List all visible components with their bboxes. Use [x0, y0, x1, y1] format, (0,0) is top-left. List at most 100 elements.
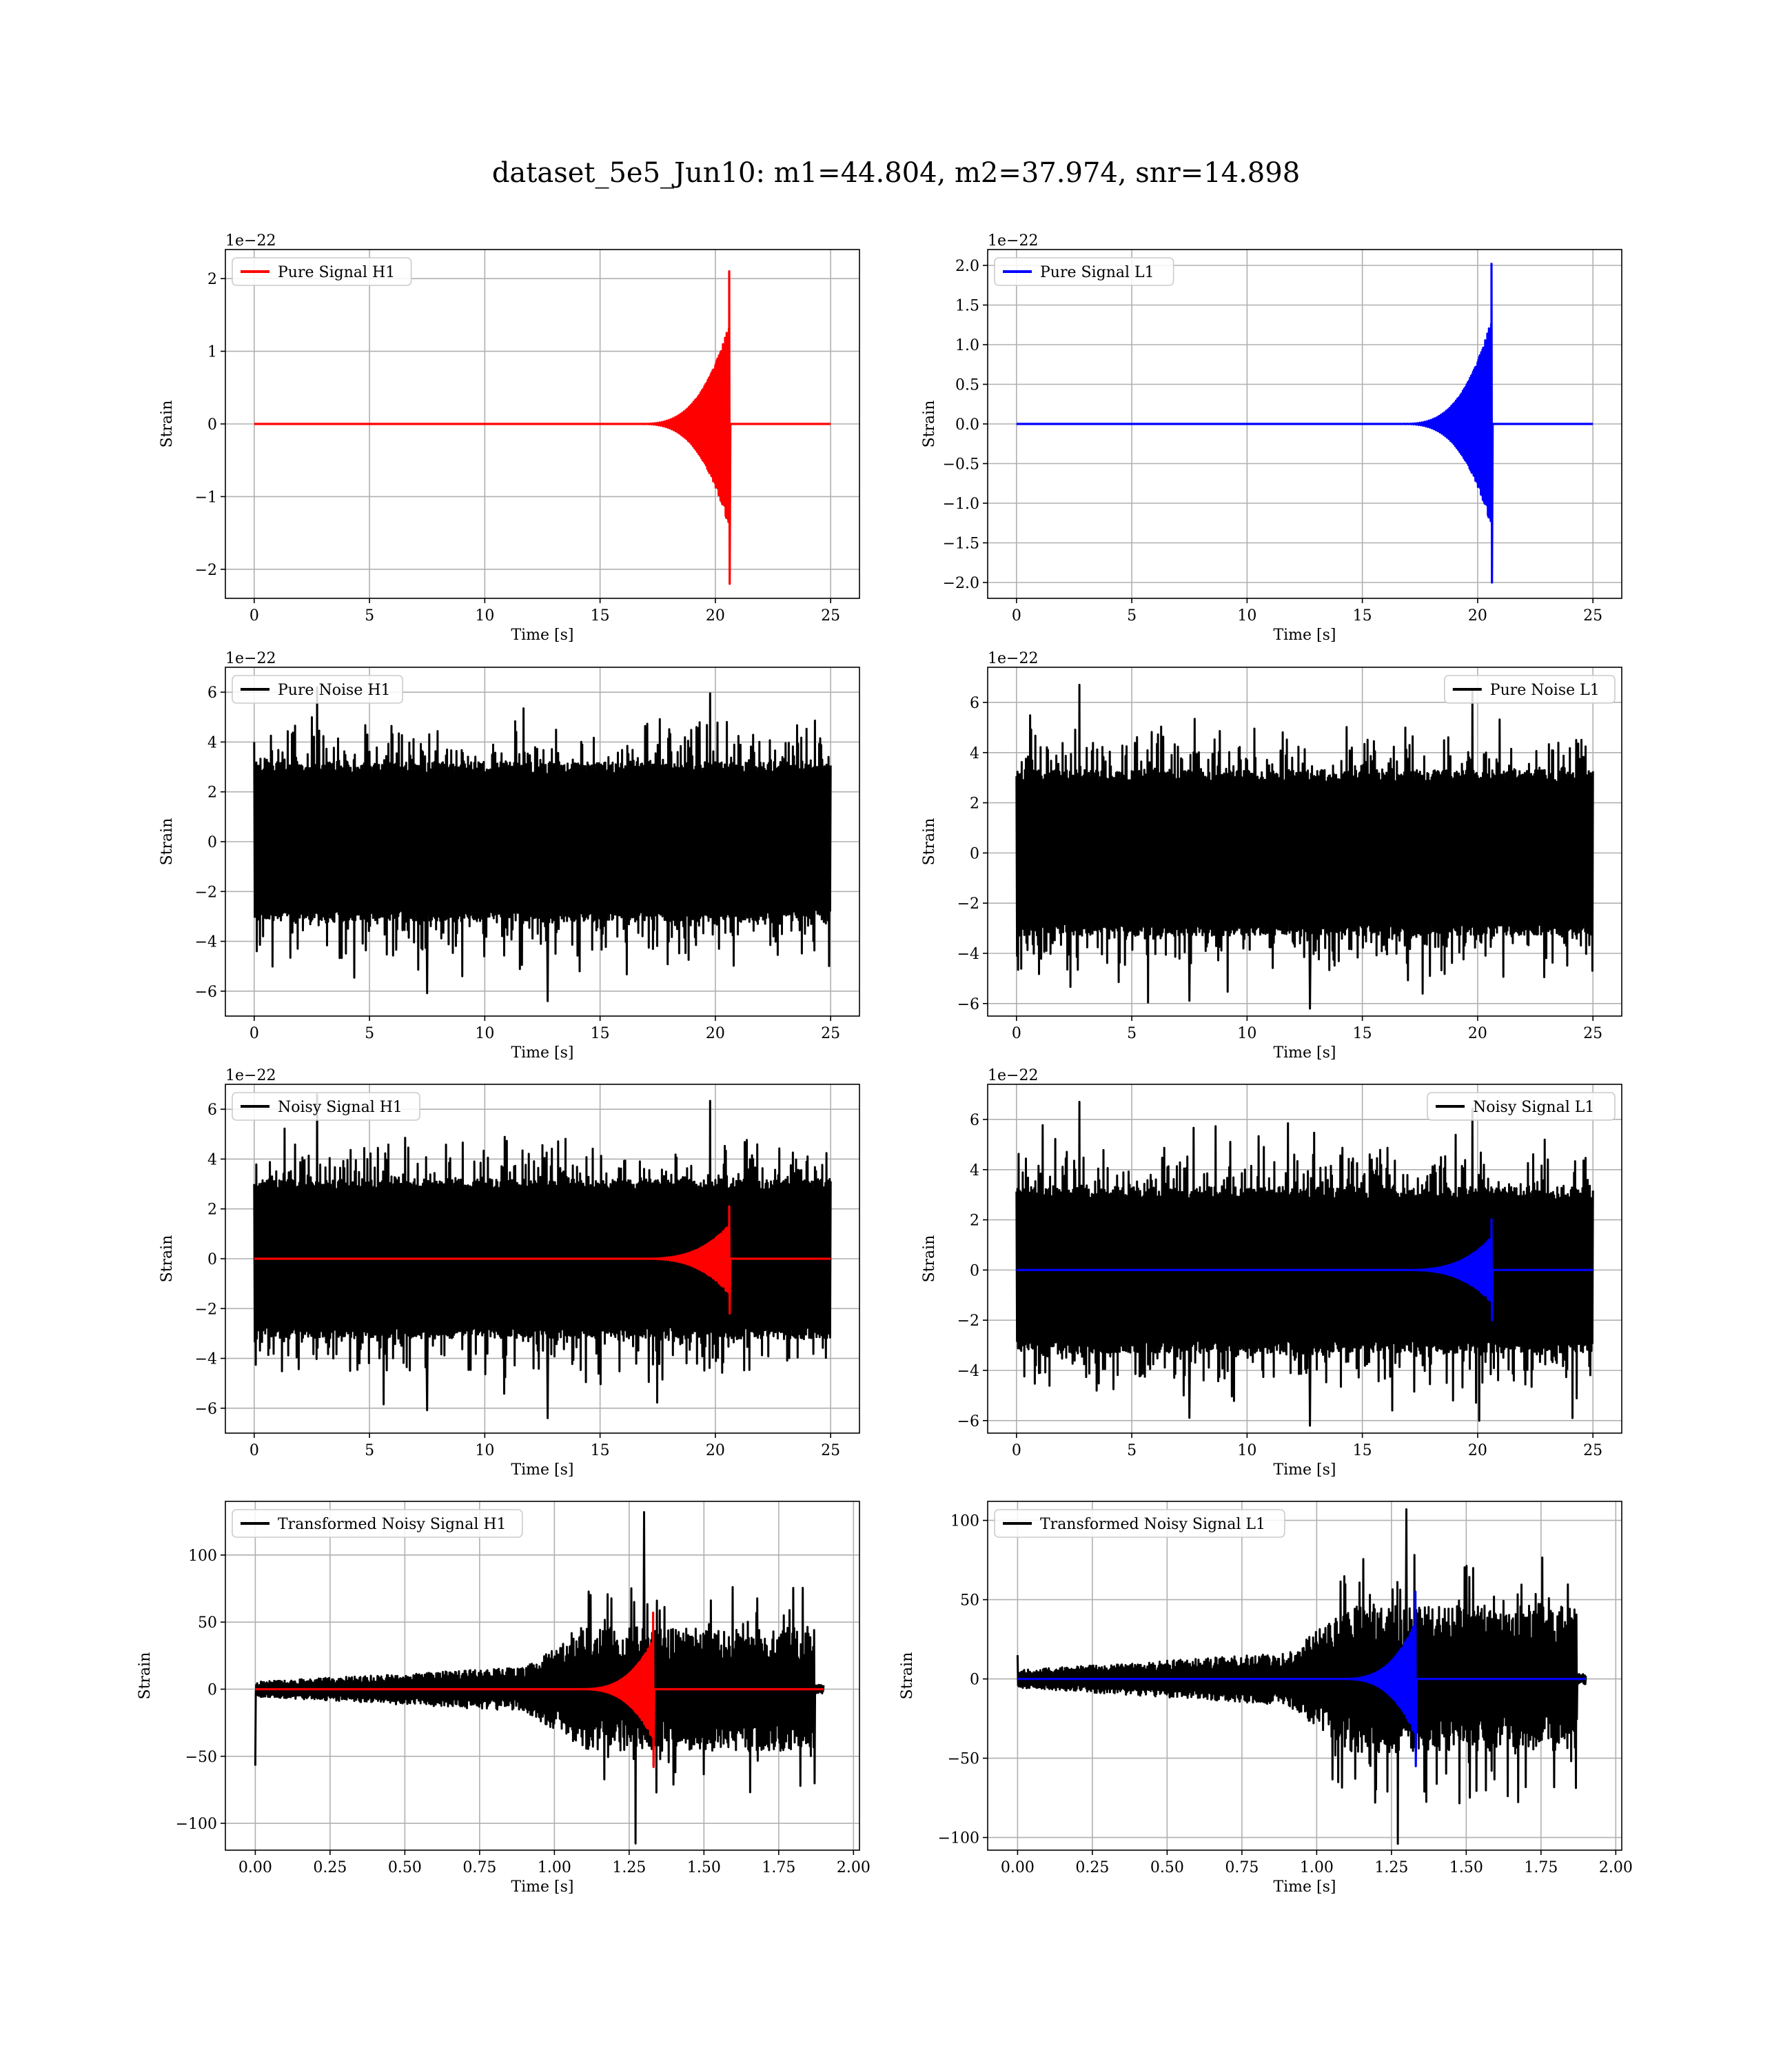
y-axis-label: Strain: [921, 401, 938, 448]
x-tick-label: 10: [1237, 1025, 1256, 1042]
legend-label: Transformed Noisy Signal H1: [278, 1516, 507, 1533]
y-tick-label: 100: [950, 1513, 979, 1530]
x-tick-label: 10: [475, 607, 494, 625]
axis-offset-text: 1e−22: [988, 1067, 1038, 1084]
legend-label: Noisy Signal H1: [278, 1099, 403, 1116]
y-tick-label: 1.0: [955, 337, 979, 354]
y-tick-label: −6: [195, 984, 217, 1001]
x-tick-label: 1.00: [1300, 1859, 1334, 1876]
chart-panel-pure-signal-h1: 0 5 10 15 20 25 −2 −1 0 1 2 Time [s] Strain 1e−22Pure…: [159, 232, 860, 644]
x-axis-label: Time [s]: [1273, 627, 1336, 644]
series-line: [1015, 684, 1594, 1010]
axis-offset-text: 1e−22: [988, 650, 1038, 667]
axes-frame: [987, 1084, 1622, 1434]
x-axis-label: Time [s]: [511, 627, 573, 644]
y-tick-label: 6: [970, 1112, 979, 1129]
y-tick-label: −4: [957, 1363, 979, 1380]
y-tick-label: 0: [970, 1262, 979, 1279]
y-axis-label: Strain: [899, 1652, 916, 1700]
legend-box: [232, 1509, 523, 1538]
x-tick-label: 0.75: [1225, 1859, 1259, 1876]
x-tick-label: 1.75: [762, 1859, 795, 1876]
x-tick-label: 5: [365, 607, 374, 625]
series-line: [1015, 1101, 1594, 1427]
y-axis-label: Strain: [921, 818, 938, 866]
y-tick-label: 2: [207, 784, 217, 802]
x-tick-label: 0.25: [313, 1859, 347, 1876]
x-tick-label: 0: [1012, 1442, 1021, 1459]
legend: Noisy Signal H1: [232, 1092, 420, 1121]
y-tick-label: −2: [195, 1301, 217, 1318]
y-tick-label: 0: [207, 1251, 217, 1268]
series-line: [1016, 1218, 1594, 1321]
series-line: [253, 686, 832, 1002]
series-line: [1016, 1508, 1587, 1845]
legend: Pure Noise L1: [1444, 675, 1616, 704]
legend: Transformed Noisy Signal H1: [232, 1509, 523, 1538]
x-tick-label: 1.00: [538, 1859, 571, 1876]
y-axis-label: Strain: [159, 818, 176, 866]
x-tick-label: 10: [475, 1442, 494, 1459]
legend: Noisy Signal L1: [1427, 1092, 1616, 1121]
series-line: [1017, 1590, 1586, 1767]
x-tick-label: 20: [706, 1025, 725, 1042]
x-tick-label: 25: [821, 607, 840, 625]
y-tick-label: −1.5: [943, 536, 979, 553]
x-tick-label: 5: [1127, 1025, 1137, 1042]
x-tick-label: 0: [250, 1442, 259, 1459]
y-tick-label: 0.5: [955, 377, 979, 394]
x-axis-label: Time [s]: [1273, 1878, 1336, 1896]
x-tick-label: 20: [1468, 1442, 1487, 1459]
x-tick-label: 25: [1583, 1025, 1602, 1042]
x-axis-label: Time [s]: [1273, 1461, 1336, 1479]
x-tick-label: 15: [1353, 1025, 1372, 1042]
y-tick-label: −50: [185, 1749, 217, 1766]
y-tick-label: −2: [957, 1312, 979, 1330]
legend-box: [1444, 675, 1616, 704]
legend-box: [994, 1509, 1285, 1538]
y-tick-label: 0.0: [955, 416, 979, 434]
x-tick-label: 1.25: [612, 1859, 646, 1876]
axis-offset-text: 1e−22: [225, 232, 276, 250]
y-tick-label: −2: [195, 884, 217, 901]
x-tick-label: 2.00: [1599, 1859, 1633, 1876]
x-tick-label: 20: [706, 607, 725, 625]
x-axis-label: Time [s]: [511, 1044, 573, 1062]
y-tick-label: 100: [188, 1548, 217, 1565]
legend-box: [1427, 1092, 1616, 1121]
legend-box: [232, 1092, 420, 1121]
x-tick-label: 20: [1468, 1025, 1487, 1042]
axes-frame: [987, 1501, 1622, 1851]
y-tick-label: 4: [970, 1162, 979, 1179]
y-tick-label: 2: [970, 795, 979, 813]
axes-frame: [987, 667, 1622, 1017]
y-tick-label: −1: [195, 489, 217, 506]
chart-panel-pure-noise-h1: 0 5 10 15 20 25 −6 −4 −2 0 2 4 6 Time [s] Strain 1e−22P…: [159, 650, 860, 1062]
x-tick-label: 25: [821, 1442, 840, 1459]
x-tick-label: 0: [250, 1025, 259, 1042]
y-tick-label: −2: [195, 562, 217, 579]
x-tick-label: 0.75: [462, 1859, 496, 1876]
x-tick-label: 25: [821, 1025, 840, 1042]
chart-panel-noisy-signal-l1: 0 5 10 15 20 25 −6 −4 −2 0 2 4 6 Time [s] Strain 1e−22 N…: [921, 1067, 1622, 1479]
y-tick-label: −50: [948, 1751, 979, 1768]
series-group: [254, 1511, 825, 1845]
y-tick-label: −100: [938, 1830, 979, 1847]
chart-panel-transformed-noisy-signal-h1: 0.00 0.25 0.50 0.75 1.00 1.25 1.50 1.75 2.00 −100…: [136, 1501, 870, 1896]
y-tick-label: 1: [207, 344, 217, 361]
x-tick-label: 1.75: [1524, 1859, 1558, 1876]
x-tick-label: 0.00: [1001, 1859, 1035, 1876]
x-tick-label: 15: [591, 1442, 610, 1459]
legend: Pure Signal H1: [232, 257, 412, 286]
x-tick-label: 0: [250, 607, 259, 625]
chart-panel-pure-noise-l1: 0 5 10 15 20 25 −6 −4 −2 0 2 4 6 Time [s] Strain 1e−22 P…: [921, 650, 1622, 1062]
x-tick-label: 0.50: [1150, 1859, 1184, 1876]
legend-label: Pure Signal H1: [278, 264, 395, 281]
series-group: [1015, 1101, 1594, 1427]
y-tick-label: 2.0: [955, 258, 979, 275]
legend-label: Transformed Noisy Signal L1: [1040, 1516, 1265, 1533]
y-tick-label: 6: [970, 695, 979, 712]
x-tick-label: 1.50: [687, 1859, 721, 1876]
series-group: [1015, 684, 1594, 1010]
y-tick-label: 6: [207, 685, 217, 702]
